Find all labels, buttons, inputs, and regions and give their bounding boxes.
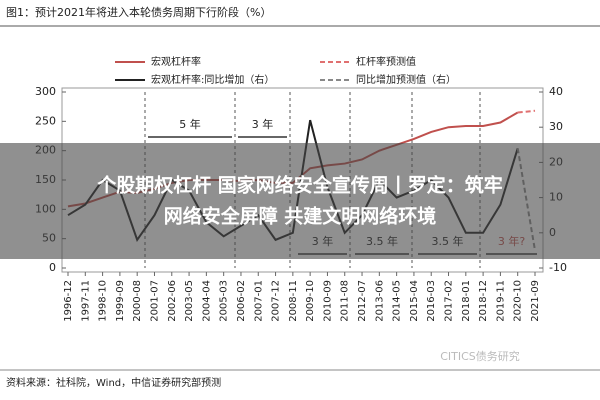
x-tick-label: 2009-10 — [305, 280, 316, 322]
source: 资料来源：社科院，Wind，中信证券研究部预测 — [6, 376, 221, 389]
x-tick-label: 2006-02 — [236, 280, 247, 322]
y2-tick-label: 40 — [549, 85, 563, 98]
x-tick-label: 2002-06 — [167, 280, 178, 322]
y-tick-label: 0 — [49, 261, 56, 274]
legend-label: 同比增加预测值（右） — [356, 73, 456, 86]
overlay: 个股期权杠杆 国家网络安全宣传周丨罗定：筑牢 网络安全屏障 共建文明网络环境 — [0, 143, 600, 259]
x-tick-label: 1997-11 — [80, 280, 91, 322]
x-tick-label: 2011-08 — [340, 280, 351, 322]
x-tick-label: 2003-05 — [184, 280, 195, 322]
x-tick-label: 2005-03 — [219, 280, 230, 322]
x-tick-label: 2010-09 — [322, 280, 333, 322]
x-tick-label: 2001-07 — [149, 280, 160, 322]
legend-label: 宏观杠杆率 — [151, 55, 201, 68]
x-tick-label: 2018-01 — [461, 280, 472, 322]
x-tick-label: 2007-01 — [253, 280, 264, 322]
annotation: 5 年 — [179, 117, 201, 131]
y2-tick-label: -10 — [549, 261, 567, 274]
x-tick-label: 2007-12 — [271, 280, 282, 322]
overlay-line: 个股期权杠杆 国家网络安全宣传周丨罗定：筑牢 — [96, 174, 503, 197]
legend-label: 宏观杠杆率:同比增加（右） — [151, 73, 274, 86]
x-tick-label: 2018-12 — [478, 280, 489, 322]
x-tick-label: 2020-10 — [513, 280, 524, 322]
overlay-band — [0, 143, 600, 259]
watermark: CITICS债务研究 — [440, 349, 520, 363]
y-tick-label: 300 — [35, 85, 56, 98]
x-tick-label: 2000-08 — [132, 280, 143, 322]
legend-label: 杠杆率预测值 — [356, 55, 416, 68]
y2-tick-label: 30 — [549, 120, 563, 133]
x-tick-label: 1996-12 — [63, 280, 74, 322]
x-tick-label: 2021-09 — [530, 280, 541, 322]
overlay-line: 网络安全屏障 共建文明网络环境 — [164, 205, 437, 228]
x-tick-label: 2014-05 — [392, 280, 403, 322]
x-tick-label: 2004-04 — [201, 280, 212, 322]
series-line — [517, 109, 536, 114]
x-tick-label: 2016-03 — [426, 280, 437, 322]
x-tick-label: 2019-11 — [495, 280, 506, 322]
x-tick-label: 2012-07 — [357, 280, 368, 322]
annotation: 3 年 — [252, 117, 274, 131]
x-tick-label: 1998-10 — [98, 280, 109, 322]
x-tick-label: 2017-02 — [444, 280, 455, 322]
x-tick-label: 2013-06 — [374, 280, 385, 322]
x-tick-label: 1999-09 — [115, 280, 126, 322]
x-tick-label: 2015-04 — [409, 280, 420, 322]
chart-title: 图1：预计2021年将进入本轮债务周期下行阶段（%） — [6, 5, 271, 19]
x-tick-label: 2008-11 — [288, 280, 299, 322]
y-tick-label: 250 — [35, 114, 56, 127]
